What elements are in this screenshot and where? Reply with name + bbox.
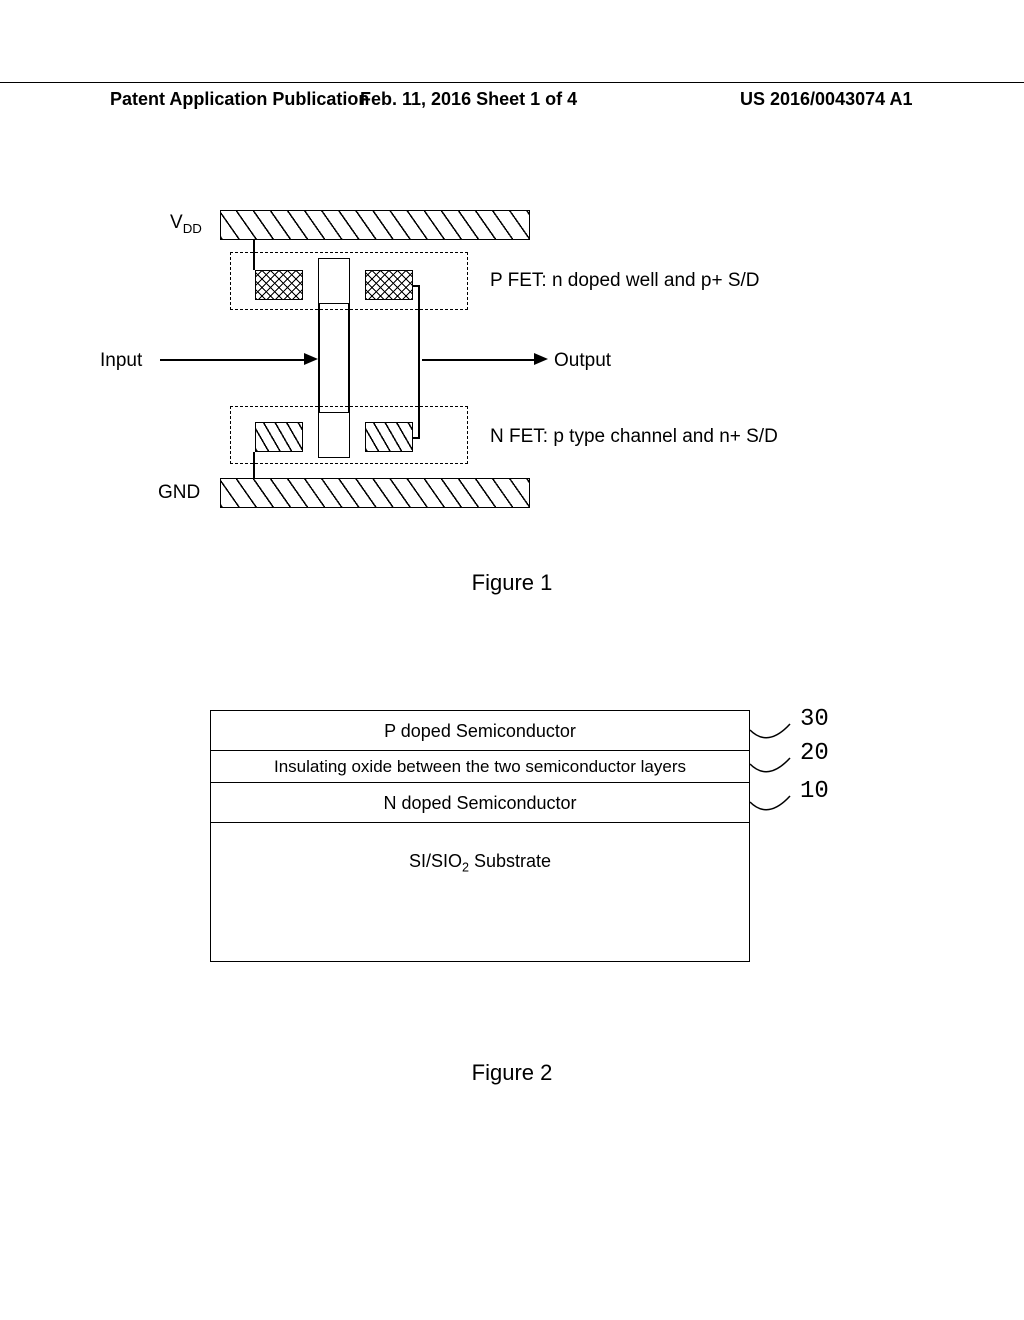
pfet-gate <box>318 258 350 304</box>
pfet-label: P FET: n doped well and p+ S/D <box>490 270 760 292</box>
layer-p-doped-label: P doped Semiconductor <box>384 721 576 742</box>
layer-insulating-oxide: Insulating oxide between the two semicon… <box>210 750 750 784</box>
ref-20: 20 <box>800 740 829 767</box>
header-right: US 2016/0043074 A1 <box>740 89 912 110</box>
nfet-gate <box>318 412 350 458</box>
leader-30 <box>750 720 790 750</box>
input-line <box>160 359 310 361</box>
output-line <box>422 359 540 361</box>
header-left: Patent Application Publication <box>110 89 369 110</box>
gnd-label: GND <box>158 482 200 504</box>
nfet-drain <box>365 422 413 452</box>
figure-1-caption: Figure 1 <box>0 570 1024 596</box>
layer-n-doped: N doped Semiconductor <box>210 782 750 824</box>
gnd-rail <box>220 478 530 508</box>
nfet-source <box>255 422 303 452</box>
leader-20 <box>750 754 790 784</box>
nfet-label: N FET: p type channel and n+ S/D <box>490 426 778 448</box>
pfet-source <box>255 270 303 300</box>
nfet-drain-vline <box>418 422 420 437</box>
layer-substrate-label: SI/SIO2 Substrate <box>409 851 551 875</box>
nfet-drain-line <box>413 437 420 439</box>
pfet-drain <box>365 270 413 300</box>
page: Patent Application Publication Feb. 11, … <box>0 0 1024 1320</box>
leader-10 <box>750 792 790 822</box>
gate-connector-right <box>348 304 350 412</box>
vdd-rail <box>220 210 530 240</box>
pfet-drain-vline <box>418 285 420 300</box>
figure-1: VDD GND Input Output P FET: n doped well… <box>140 210 880 570</box>
output-arrowhead <box>534 353 548 365</box>
layer-n-doped-label: N doped Semiconductor <box>383 793 576 814</box>
ref-30: 30 <box>800 706 829 733</box>
gate-connector-left <box>318 304 320 412</box>
layer-substrate: SI/SIO2 Substrate <box>210 822 750 962</box>
output-label: Output <box>554 350 611 372</box>
figure-2-caption: Figure 2 <box>0 1060 1024 1086</box>
vdd-label: VDD <box>170 212 202 236</box>
output-connector <box>418 300 420 422</box>
ref-10: 10 <box>800 778 829 805</box>
input-label: Input <box>100 350 142 372</box>
page-header: Patent Application Publication Feb. 11, … <box>0 82 1024 89</box>
header-center: Feb. 11, 2016 Sheet 1 of 4 <box>360 89 577 110</box>
input-arrowhead <box>304 353 318 365</box>
layer-p-doped: P doped Semiconductor <box>210 710 750 752</box>
layer-oxide-label: Insulating oxide between the two semicon… <box>274 757 686 777</box>
